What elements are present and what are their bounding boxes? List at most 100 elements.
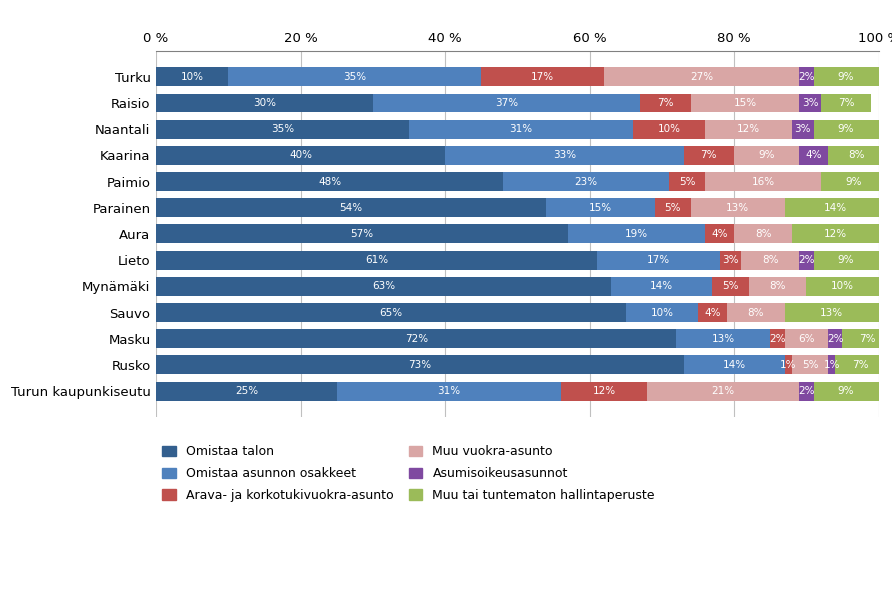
Bar [503,172,669,191]
Text: 10%: 10% [831,281,854,291]
Bar [156,172,503,191]
Text: 23%: 23% [574,176,598,187]
Text: 2%: 2% [798,72,814,82]
Text: 2%: 2% [769,334,786,344]
Text: 3%: 3% [723,255,739,265]
Text: 10%: 10% [657,124,681,134]
Text: 65%: 65% [379,308,402,318]
Bar [698,303,727,322]
Text: 2%: 2% [798,255,814,265]
Text: 27%: 27% [690,72,714,82]
Bar [604,67,799,86]
Text: 4%: 4% [712,229,728,239]
Bar [445,146,683,164]
Bar [156,146,445,164]
Text: 72%: 72% [405,334,428,344]
Bar [156,94,373,113]
Bar [799,381,814,401]
Bar [814,381,879,401]
Bar [597,251,720,269]
Legend: Omistaa talon, Omistaa asunnon osakkeet, Arava- ja korkotukivuokra-asunto, Muu v: Omistaa talon, Omistaa asunnon osakkeet,… [162,445,655,502]
Text: 17%: 17% [647,255,670,265]
Bar [785,355,792,374]
Text: 9%: 9% [838,72,855,82]
Text: 9%: 9% [845,176,862,187]
Text: 35%: 35% [343,72,367,82]
Text: 3%: 3% [795,124,811,134]
Bar [156,277,611,296]
Text: 8%: 8% [747,308,764,318]
Bar [799,146,828,164]
Bar [611,277,713,296]
Bar [409,120,633,139]
Text: 14%: 14% [723,360,746,370]
Text: 5%: 5% [802,360,818,370]
Bar [568,225,706,243]
Bar [156,198,546,217]
Bar [814,251,879,269]
Text: 7%: 7% [838,98,855,108]
Text: 25%: 25% [235,386,258,396]
Text: 9%: 9% [838,386,855,396]
Bar [771,329,785,348]
Bar [690,198,785,217]
Bar [806,277,879,296]
Text: 9%: 9% [838,124,855,134]
Text: 48%: 48% [318,176,341,187]
Text: 13%: 13% [726,203,749,213]
Text: 15%: 15% [733,98,756,108]
Bar [690,94,799,113]
Text: 7%: 7% [657,98,673,108]
Bar [821,94,871,113]
Bar [561,381,648,401]
Bar [828,329,843,348]
Text: 33%: 33% [553,150,576,160]
Bar [633,120,706,139]
Text: 30%: 30% [253,98,276,108]
Bar [734,225,792,243]
Bar [156,67,228,86]
Text: 7%: 7% [860,334,876,344]
Bar [676,329,771,348]
Bar [228,67,482,86]
Bar [799,94,821,113]
Text: 54%: 54% [340,203,363,213]
Bar [683,146,734,164]
Text: 10%: 10% [181,72,203,82]
Bar [546,198,655,217]
Text: 2%: 2% [827,334,844,344]
Text: 31%: 31% [437,386,460,396]
Text: 15%: 15% [589,203,612,213]
Bar [814,67,879,86]
Bar [785,329,828,348]
Text: 8%: 8% [848,150,865,160]
Text: 6%: 6% [798,334,814,344]
Text: 21%: 21% [712,386,735,396]
Text: 7%: 7% [853,360,869,370]
Bar [720,251,741,269]
Text: 35%: 35% [271,124,294,134]
Text: 31%: 31% [509,124,533,134]
Bar [669,172,706,191]
Text: 73%: 73% [409,360,432,370]
Bar [741,251,799,269]
Bar [792,355,828,374]
Bar [727,303,785,322]
Bar [683,355,785,374]
Text: 12%: 12% [592,386,615,396]
Text: 19%: 19% [625,229,648,239]
Bar [734,146,799,164]
Bar [373,94,640,113]
Bar [792,120,814,139]
Bar [828,146,886,164]
Bar [655,198,690,217]
Text: 5%: 5% [665,203,681,213]
Text: 8%: 8% [769,281,786,291]
Text: 4%: 4% [704,308,721,318]
Text: 7%: 7% [700,150,717,160]
Text: 63%: 63% [372,281,395,291]
Bar [748,277,806,296]
Bar [785,198,886,217]
Text: 1%: 1% [823,360,840,370]
Text: 17%: 17% [531,72,554,82]
